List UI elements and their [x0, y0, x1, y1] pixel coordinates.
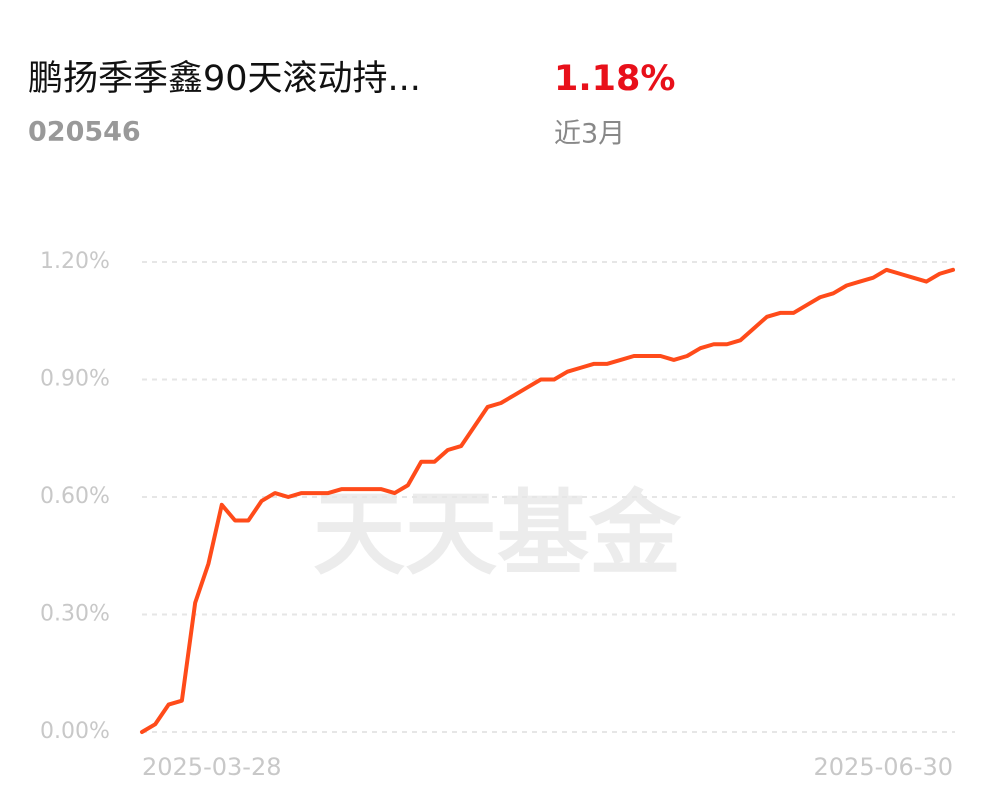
y-tick-label: 0.60% [40, 484, 110, 509]
y-tick-label: 0.30% [40, 602, 110, 627]
watermark: 天天基金 [313, 480, 682, 587]
period: 近3月 [554, 119, 625, 150]
fund-return: 1.18% [554, 59, 675, 99]
x-tick-label: 2025-06-30 [814, 753, 953, 781]
fund-title: 鹏扬季季鑫90天滚动持... [28, 59, 421, 99]
y-tick-label: 1.20% [40, 249, 110, 274]
x-tick-label: 2025-03-28 [142, 753, 281, 781]
y-tick-label: 0.90% [40, 367, 110, 392]
line [140, 267, 955, 734]
fund-code: 020546 [28, 117, 141, 148]
y-tick-label: 0.00% [40, 719, 110, 744]
